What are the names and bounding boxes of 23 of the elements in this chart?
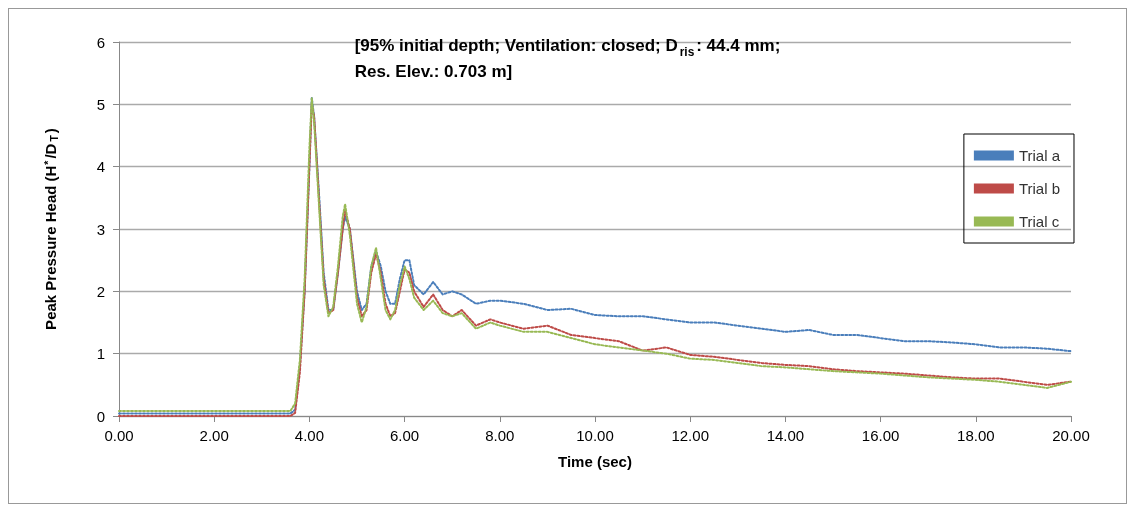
y-tick-label: 6 <box>96 33 105 51</box>
x-tick-label: 16.00 <box>861 427 900 444</box>
x-tick-label: 12.00 <box>671 427 709 444</box>
y-axis-title: Peak Pressure Head (H*/DT) <box>41 128 60 330</box>
x-tick-label: 18.00 <box>957 427 995 444</box>
x-tick-label: 10.00 <box>576 427 614 444</box>
legend-label: Trial c <box>1018 213 1060 230</box>
y-tick-label: 0 <box>96 407 105 425</box>
x-tick-label: 6.00 <box>390 427 420 444</box>
x-tick-label: 0.00 <box>104 427 134 444</box>
y-tick-label: 5 <box>96 95 105 113</box>
x-axis-title: Time (sec) <box>558 453 632 470</box>
legend-label: Trial b <box>1018 180 1061 197</box>
y-tick-label: 4 <box>96 158 105 176</box>
x-tick-label: 4.00 <box>294 427 324 444</box>
y-tick-label: 3 <box>96 220 105 238</box>
x-tick-label: 8.00 <box>485 427 515 444</box>
y-tick-label: 1 <box>96 345 105 363</box>
x-tick-label: 20.00 <box>1052 427 1090 444</box>
x-tick-label: 2.00 <box>199 427 229 444</box>
x-tick-label: 14.00 <box>766 427 805 444</box>
legend-label: Trial a <box>1018 147 1061 164</box>
y-tick-label: 2 <box>96 282 105 300</box>
